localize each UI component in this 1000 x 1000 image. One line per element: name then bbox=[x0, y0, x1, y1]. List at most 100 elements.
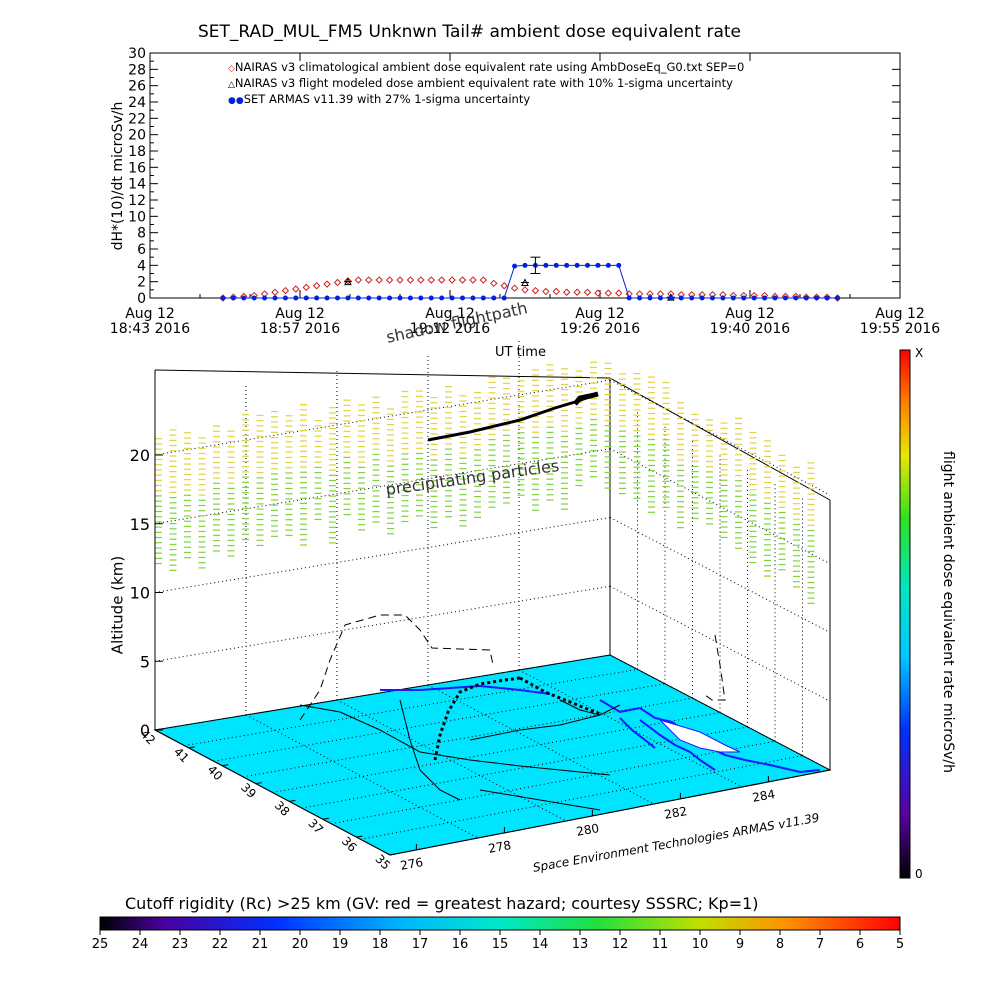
armas-point bbox=[470, 295, 476, 301]
climatological-point bbox=[583, 288, 592, 296]
armas-point bbox=[605, 262, 611, 268]
colorbar-tick-label: 23 bbox=[172, 937, 189, 952]
y-tick-label: 10 bbox=[128, 209, 146, 225]
climatological-point bbox=[594, 289, 602, 297]
y-tick-label: 24 bbox=[128, 95, 146, 111]
top-y-axis-label: dH*(10)/dt microSv/h bbox=[110, 101, 126, 251]
latitude-tick-mark bbox=[188, 746, 195, 749]
colorbar-tick-label: 14 bbox=[532, 937, 549, 952]
box-edge bbox=[154, 729, 391, 856]
armas-point bbox=[595, 262, 601, 268]
box-edge bbox=[154, 369, 611, 379]
climatological-point bbox=[500, 282, 508, 290]
longitude-axis: 276 278 280 282 284 bbox=[399, 775, 776, 873]
armas-point bbox=[689, 295, 695, 301]
legend-label: NAIRAS v3 climatological ambient dose eq… bbox=[234, 60, 745, 74]
armas-point bbox=[616, 262, 622, 268]
colorbar-tick-label: 11 bbox=[652, 937, 669, 952]
armas-point bbox=[376, 295, 382, 301]
armas-point bbox=[564, 262, 570, 268]
y-tick-label: 26 bbox=[128, 79, 146, 95]
climatological-point bbox=[312, 282, 321, 290]
colorbar-tick-label: 9 bbox=[736, 937, 744, 952]
border-path bbox=[399, 699, 461, 801]
climatological-point bbox=[333, 278, 342, 287]
climatological-point bbox=[604, 289, 613, 297]
armas-point bbox=[335, 295, 340, 301]
armas-point bbox=[397, 295, 403, 301]
armas-point bbox=[355, 295, 361, 301]
x-tick-label: Aug 12 bbox=[125, 306, 175, 322]
wall-grid-line bbox=[609, 448, 831, 565]
border-path bbox=[469, 714, 601, 741]
latitude-tick-mark bbox=[356, 835, 363, 838]
armas-point bbox=[741, 295, 747, 301]
armas-point bbox=[710, 295, 715, 301]
climatological-point bbox=[292, 285, 300, 293]
wall-grid-line bbox=[609, 379, 831, 496]
floor-flightpath-line bbox=[433, 676, 521, 761]
armas-point bbox=[262, 295, 268, 301]
wall-grid-line bbox=[154, 448, 611, 525]
longitude-tick-label: 280 bbox=[575, 821, 600, 839]
x-tick-label: Aug 12 bbox=[275, 306, 325, 322]
armas-point bbox=[460, 295, 465, 301]
climatological-point bbox=[281, 286, 290, 295]
y-tick-label: 22 bbox=[128, 111, 146, 127]
armas-point bbox=[512, 263, 518, 269]
right-colorbar-top-label: X bbox=[915, 346, 924, 360]
top-legend: ◇NAIRAS v3 climatological ambient dose e… bbox=[228, 60, 744, 108]
flightpath-segment bbox=[573, 391, 599, 406]
armas-line bbox=[222, 264, 838, 299]
climatological-point bbox=[323, 280, 331, 288]
altitude-axis: 0 5 10 15 20 bbox=[130, 370, 163, 740]
x-tick-label: 19:12 2016 bbox=[410, 321, 491, 337]
armas-point bbox=[272, 295, 278, 301]
wall-grid bbox=[154, 340, 831, 771]
altitude-tick-label: 20 bbox=[130, 446, 150, 465]
y-tick-label: 2 bbox=[137, 275, 146, 291]
armas-point bbox=[553, 262, 559, 268]
latitude-tick-mark bbox=[289, 799, 296, 802]
climatological-point bbox=[365, 276, 373, 284]
x-tick-label: Aug 12 bbox=[875, 306, 925, 322]
armas-point bbox=[303, 295, 309, 301]
armas-point bbox=[730, 295, 736, 301]
triangle-marker-icon: △ bbox=[228, 80, 235, 90]
armas-point bbox=[793, 295, 799, 301]
floor-grid-line bbox=[184, 668, 638, 747]
armas-point bbox=[574, 262, 580, 268]
y-tick-label: 20 bbox=[128, 128, 146, 144]
altitude-tick-label: 10 bbox=[130, 584, 150, 603]
armas-point bbox=[772, 295, 778, 301]
y-tick-label: 0 bbox=[137, 291, 146, 307]
latitude-tick-mark bbox=[154, 728, 162, 731]
bottom-colorbar bbox=[99, 916, 901, 931]
colorbar-tick-label: 8 bbox=[776, 937, 784, 952]
armas-point bbox=[439, 295, 445, 301]
armas-point bbox=[282, 295, 288, 301]
y-tick-label: 16 bbox=[128, 160, 146, 176]
floor-flightpath bbox=[433, 676, 601, 761]
armas-point bbox=[366, 295, 372, 301]
climatological-point bbox=[271, 288, 279, 296]
armas-point bbox=[418, 295, 424, 301]
longitude-tick-label: 278 bbox=[487, 838, 512, 856]
climatological-point bbox=[615, 289, 623, 297]
right-colorbar-bottom-label: 0 bbox=[915, 867, 923, 881]
y-tick-label: 6 bbox=[137, 242, 146, 258]
state-borders bbox=[299, 699, 621, 811]
land-patch bbox=[659, 719, 741, 753]
shadow-line-left bbox=[299, 614, 494, 721]
right-colorbar bbox=[899, 349, 911, 879]
floor-grid-line bbox=[213, 683, 666, 762]
armas-point bbox=[720, 295, 726, 301]
y-tick-label: 18 bbox=[128, 144, 146, 160]
armas-point bbox=[251, 295, 257, 301]
x-tick-label: Aug 12 bbox=[425, 306, 475, 322]
armas-point bbox=[522, 262, 528, 268]
x-tick-label: Aug 12 bbox=[725, 306, 775, 322]
